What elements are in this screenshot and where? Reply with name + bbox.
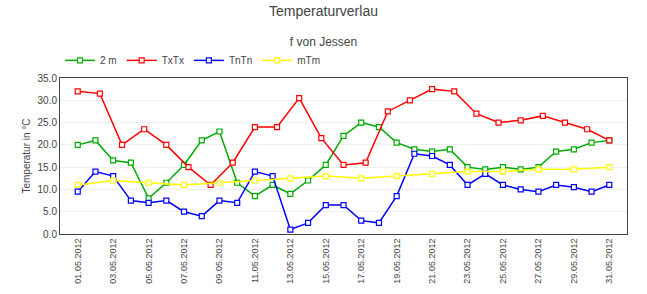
svg-text:25.0: 25.0 <box>38 117 58 128</box>
svg-text:5.0: 5.0 <box>43 206 57 217</box>
svg-text:03.05.2012: 03.05.2012 <box>108 239 118 284</box>
svg-text:11.05.2012: 11.05.2012 <box>250 239 260 283</box>
svg-text:05.05.2012: 05.05.2012 <box>144 239 154 284</box>
svg-text:21.05.2012: 21.05.2012 <box>427 239 437 284</box>
svg-text:01.05.2012: 01.05.2012 <box>73 239 83 284</box>
svg-text:Temperatur in °C: Temperatur in °C <box>21 118 32 193</box>
svg-text:Temperaturverlau: Temperaturverlau <box>269 3 378 19</box>
svg-text:27.05.2012: 27.05.2012 <box>533 239 543 284</box>
svg-text:f von Jessen: f von Jessen <box>290 35 357 49</box>
svg-text:10.0: 10.0 <box>38 184 58 195</box>
svg-text:2 m: 2 m <box>100 55 117 66</box>
svg-text:17.05.2012: 17.05.2012 <box>356 239 366 284</box>
svg-text:09.05.2012: 09.05.2012 <box>214 239 224 284</box>
svg-text:23.05.2012: 23.05.2012 <box>462 239 472 284</box>
svg-text:13.05.2012: 13.05.2012 <box>285 239 295 284</box>
svg-text:31.05.2012: 31.05.2012 <box>604 239 614 284</box>
svg-text:15.0: 15.0 <box>38 162 58 173</box>
svg-text:20.0: 20.0 <box>38 139 58 150</box>
svg-text:30.0: 30.0 <box>38 95 58 106</box>
svg-text:TnTn: TnTn <box>229 55 252 66</box>
svg-text:mTm: mTm <box>297 55 320 66</box>
svg-text:19.05.2012: 19.05.2012 <box>392 239 402 284</box>
svg-text:35.0: 35.0 <box>38 73 58 84</box>
svg-text:15.05.2012: 15.05.2012 <box>321 239 331 284</box>
svg-text:TxTx: TxTx <box>162 55 184 66</box>
svg-text:0.0: 0.0 <box>43 229 57 240</box>
svg-text:29.05.2012: 29.05.2012 <box>569 239 579 284</box>
svg-text:07.05.2012: 07.05.2012 <box>179 239 189 284</box>
svg-text:25.05.2012: 25.05.2012 <box>498 239 508 284</box>
